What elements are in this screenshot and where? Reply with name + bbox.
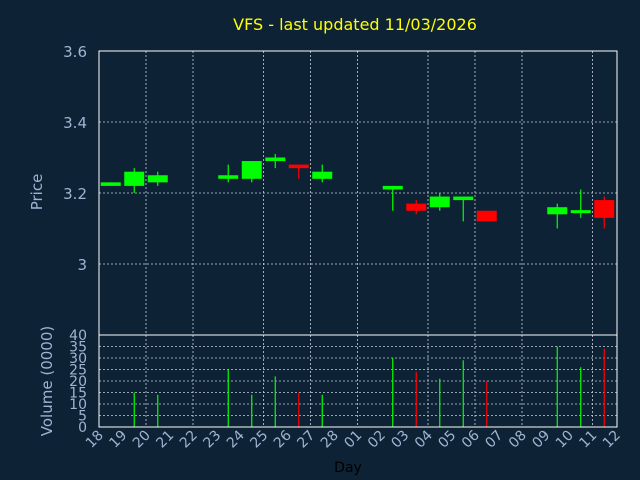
x-tick-label: 24: [224, 427, 248, 451]
price-axis-label: Price: [28, 174, 46, 211]
chart-title: VFS - last updated 11/03/2026: [233, 15, 477, 34]
x-tick-label: 07: [482, 428, 506, 452]
x-tick-label: 22: [177, 428, 201, 452]
x-tick-labels: 18 19 20 21 22 23 24 25 26 27 28 01 02 03 04 05 06 07 08 09…: [83, 427, 624, 451]
price-grid: [99, 50, 617, 335]
x-tick-label: 25: [247, 428, 271, 452]
x-tick-label: 04: [412, 427, 436, 451]
x-axis-label: Day: [334, 460, 362, 476]
volume-tick-label: 15: [69, 386, 87, 402]
x-tick-label: 05: [435, 428, 459, 452]
candle-body: [476, 210, 497, 222]
volume-tick-label: 0: [78, 420, 87, 436]
candle-body: [100, 182, 121, 186]
volume-tick-label: 35: [69, 340, 87, 356]
x-tick-label: 19: [106, 428, 130, 452]
volume-bars: [133, 346, 605, 427]
volume-grid: [99, 334, 617, 428]
x-tick-label: 12: [600, 428, 624, 452]
price-tick-labels: 3 3.2 3.4 3.6: [63, 43, 87, 274]
candle-body: [453, 196, 474, 201]
x-tick-label: 11: [576, 428, 600, 452]
x-tick-label: 20: [130, 428, 154, 452]
volume-tick-label: 25: [69, 363, 87, 379]
candle-body: [124, 171, 145, 186]
candle-body: [406, 203, 427, 211]
x-tick-label: 10: [553, 428, 577, 452]
x-tick-label: 08: [506, 428, 530, 452]
candle-body: [570, 210, 591, 214]
candle-body: [241, 161, 262, 179]
candle-body: [382, 185, 403, 190]
volume-tick-label: 5: [78, 409, 87, 425]
x-tick-label: 26: [271, 427, 295, 451]
volume-tick-label: 10: [69, 397, 87, 413]
axes: [98, 50, 618, 428]
candle-body: [594, 200, 615, 218]
candle-body: [288, 164, 309, 169]
x-tick-label: 09: [529, 428, 553, 452]
x-tick-label: 01: [341, 428, 365, 452]
candle-body: [429, 196, 450, 208]
candle-body: [547, 207, 568, 215]
x-tick-label: 27: [294, 428, 318, 452]
candle-body: [218, 175, 239, 179]
price-tick-label: 3.4: [63, 114, 87, 132]
candles: [100, 153, 615, 229]
x-tick-label: 23: [200, 428, 224, 452]
candle-body: [312, 171, 333, 179]
x-tick-label: 03: [388, 428, 412, 452]
volume-plot-frame: [98, 334, 618, 428]
candle-body: [265, 157, 286, 162]
x-tick-label: 06: [459, 427, 483, 451]
x-tick-label: 02: [365, 428, 389, 452]
price-tick-label: 3.2: [63, 185, 87, 203]
volume-axis-label: Volume (0000): [38, 326, 56, 436]
volume-tick-label: 20: [69, 374, 87, 390]
candle-body: [147, 175, 168, 183]
x-tick-label: 21: [153, 428, 177, 452]
price-tick-label: 3.6: [63, 43, 87, 61]
price-tick-label: 3: [77, 256, 87, 274]
volume-tick-label: 40: [69, 328, 87, 344]
volume-tick-label: 30: [69, 351, 87, 367]
x-tick-label: 28: [318, 428, 342, 452]
